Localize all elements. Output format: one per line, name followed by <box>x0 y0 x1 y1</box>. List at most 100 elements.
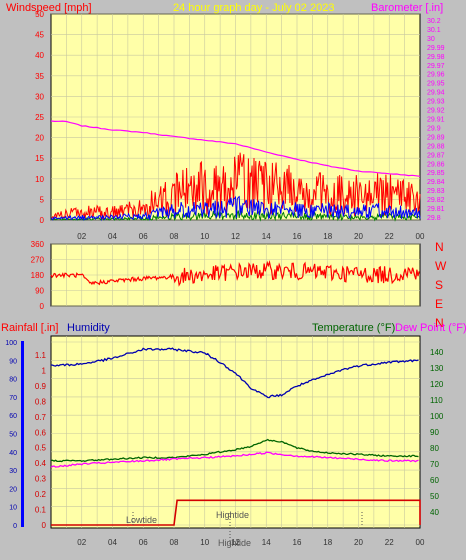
windspeed-tick-label: 50 <box>35 10 44 19</box>
hightide-bottom-label: Hightide <box>218 538 251 548</box>
barometer-tick-label: 29.91 <box>427 117 445 124</box>
direction-tick-label: 0 <box>40 302 45 311</box>
temperature-tick-label: 60 <box>430 476 439 485</box>
humidity-tick-label: 10 <box>9 505 17 512</box>
humidity-tick-label: 40 <box>9 450 17 457</box>
rainfall-tick-label: 1 <box>42 366 47 375</box>
barometer-tick-label: 29.88 <box>427 143 445 150</box>
compass-label: N <box>435 240 444 254</box>
windspeed-tick-label: 30 <box>35 92 44 101</box>
temperature-tick-label: 50 <box>430 492 439 501</box>
direction-tick-labels: 0 90 180 270 360 <box>31 240 45 311</box>
barometer-axis-title: Barometer [.in] <box>371 2 443 14</box>
x-tick-label: 00 <box>416 538 425 547</box>
windspeed-line <box>50 152 421 220</box>
rainfall-line <box>51 499 421 526</box>
x-tick-label: 12 <box>231 538 240 547</box>
windspeed-tick-labels: 0 5 10 15 20 25 30 35 40 45 50 <box>35 10 44 225</box>
temperature-tick-label: 70 <box>430 460 439 469</box>
lowtide-label: Lowtide <box>126 515 157 525</box>
humidity-tick-label: 70 <box>9 395 17 402</box>
humidity-tick-label: 60 <box>9 413 17 420</box>
x-tick-label: 22 <box>385 232 394 241</box>
x-tick-label: 04 <box>108 232 117 241</box>
x-tick-label: 04 <box>108 538 117 547</box>
windspeed-tick-label: 0 <box>40 216 45 225</box>
barometer-tick-label: 30 <box>427 36 435 43</box>
barometer-tick-label: 29.95 <box>427 81 445 88</box>
humidity-tick-label: 0 <box>13 523 17 530</box>
rainfall-tick-label: 0.6 <box>35 428 47 437</box>
x-tick-label: 16 <box>293 232 302 241</box>
wind-green-line <box>50 210 421 222</box>
barometer-tick-label: 29.89 <box>427 134 445 141</box>
humidity-tick-label: 30 <box>9 468 17 475</box>
wind-blue-line <box>50 195 421 222</box>
x-tick-label: 00 <box>416 232 425 241</box>
humidity-line <box>50 347 419 399</box>
compass-label: S <box>435 278 443 292</box>
x-tick-label: 06 <box>139 232 148 241</box>
x-tick-label: 02 <box>77 232 86 241</box>
x-tick-label: 10 <box>200 538 209 547</box>
x-tick-label: 18 <box>323 232 332 241</box>
barometer-line <box>50 120 421 177</box>
rainfall-tick-label: 1.1 <box>35 351 47 360</box>
windspeed-tick-label: 20 <box>35 134 44 143</box>
x-tick-label: 02 <box>77 538 86 547</box>
humidity-tick-label: 90 <box>9 358 17 365</box>
windspeed-tick-label: 40 <box>35 51 44 60</box>
x-tick-label: 08 <box>170 232 179 241</box>
humidity-tick-label: 80 <box>9 377 17 384</box>
barometer-tick-label: 29.94 <box>427 90 445 97</box>
humidity-tick-labels: 0 10 20 30 40 50 60 70 80 90 100 <box>5 340 17 530</box>
wind-x-tick-labels: 02 04 06 08 10 12 14 16 18 20 22 00 <box>77 232 425 241</box>
barometer-tick-labels: 29.8 29.81 29.82 29.83 29.84 29.85 29.86 29.87 2… <box>427 18 445 222</box>
windspeed-tick-label: 25 <box>35 113 44 122</box>
humidity-axis-bar <box>21 341 24 527</box>
barometer-tick-label: 30.2 <box>427 18 441 25</box>
x-tick-label: 16 <box>293 538 302 547</box>
humidity-axis-title: Humidity <box>67 322 110 334</box>
rainfall-tick-label: 0.3 <box>35 475 47 484</box>
temperature-line <box>50 438 419 463</box>
barometer-tick-label: 29.87 <box>427 152 445 159</box>
rainfall-tick-label: 0.2 <box>35 490 47 499</box>
dewpoint-line <box>50 451 419 468</box>
direction-tick-label: 180 <box>31 271 45 280</box>
temperature-tick-label: 140 <box>430 348 444 357</box>
x-tick-label: 10 <box>200 232 209 241</box>
temperature-axis-title: Temperature (°F) <box>312 322 395 334</box>
temperature-tick-label: 40 <box>430 508 439 517</box>
rainfall-tick-label: 0.1 <box>35 506 47 515</box>
x-tick-label: 18 <box>323 538 332 547</box>
rainfall-tick-labels: 0 0.1 0.2 0.3 0.4 0.5 0.6 0.7 0.8 0.9 1 1.1 <box>35 351 47 530</box>
barometer-tick-label: 30.1 <box>427 27 441 34</box>
barometer-tick-label: 29.97 <box>427 63 445 70</box>
x-tick-label: 14 <box>262 538 271 547</box>
windspeed-tick-label: 10 <box>35 175 44 184</box>
dewpoint-axis-title: Dew Point (°F) <box>395 322 466 334</box>
windspeed-tick-label: 5 <box>40 195 45 204</box>
x-tick-label: 14 <box>262 232 271 241</box>
x-tick-label: 20 <box>354 538 363 547</box>
wind-direction-line <box>50 260 420 287</box>
humidity-temp-grid <box>51 336 420 528</box>
barometer-tick-label: 29.8 <box>427 215 441 222</box>
barometer-tick-label: 29.84 <box>427 179 445 186</box>
x-tick-label: 12 <box>231 232 240 241</box>
direction-tick-label: 360 <box>31 240 45 249</box>
barometer-tick-label: 29.99 <box>427 45 445 52</box>
temperature-tick-label: 100 <box>430 412 444 421</box>
compass-label: N <box>435 316 444 330</box>
compass-label: E <box>435 297 443 311</box>
rainfall-axis-title: Rainfall [.in] <box>1 322 58 334</box>
hightide-label: Hightide <box>216 510 249 520</box>
temperature-tick-label: 90 <box>430 428 439 437</box>
barometer-tick-label: 29.85 <box>427 170 445 177</box>
compass-label: W <box>435 259 447 273</box>
rainfall-tick-label: 0 <box>42 521 47 530</box>
barometer-tick-label: 29.82 <box>427 197 445 204</box>
